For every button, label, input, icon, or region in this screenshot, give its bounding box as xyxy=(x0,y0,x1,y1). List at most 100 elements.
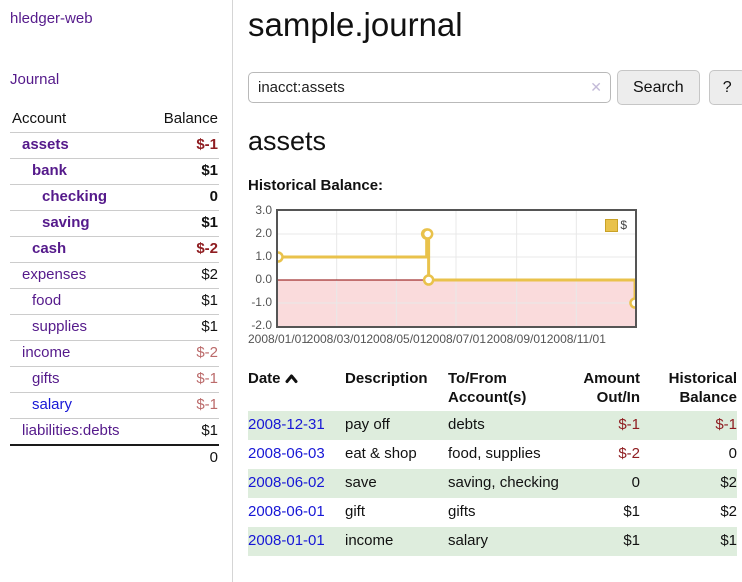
chart-x-axis: 2008/01/01 2008/03/01 2008/05/01 2008/07/01… xyxy=(248,332,637,347)
account-row: cash $-2 xyxy=(10,236,219,263)
chart-canvas xyxy=(278,211,635,326)
transaction-amount: $-1 xyxy=(564,411,640,440)
sidebar: hledger-web Journal Account Balance asse… xyxy=(0,0,233,582)
legend-label: $ xyxy=(620,218,627,232)
account-heading: assets xyxy=(248,126,327,156)
account-row: bank $1 xyxy=(10,158,219,185)
account-link[interactable]: supplies xyxy=(32,318,88,335)
transaction-balance: $2 xyxy=(640,469,737,498)
transaction-description: pay off xyxy=(345,411,448,440)
y-tick-label: 0.0 xyxy=(255,272,272,286)
y-tick-label: 2.0 xyxy=(255,226,272,240)
transaction-accounts: saving, checking xyxy=(448,469,564,498)
register-header-amount: Amount Out/In xyxy=(583,370,640,406)
accounts-header-balance: Balance xyxy=(163,110,218,127)
transaction-balance: $-1 xyxy=(640,411,737,440)
account-balance: $2 xyxy=(147,262,219,289)
x-tick-label: 2008/07/01 xyxy=(425,332,487,346)
x-tick-label: 2008/11/01 xyxy=(546,332,606,346)
x-tick-label: 2008/09/01 xyxy=(486,332,547,346)
y-tick-label: -1.0 xyxy=(251,295,272,309)
search-button[interactable]: Search xyxy=(617,70,700,105)
register-header-date[interactable]: Date xyxy=(248,367,345,411)
transaction-balance: $1 xyxy=(640,527,737,556)
account-balance: $1 xyxy=(147,288,219,315)
transaction-description: income xyxy=(345,527,448,556)
account-row: supplies $1 xyxy=(10,314,219,341)
account-balance: $-1 xyxy=(147,132,219,159)
account-row: assets $-1 xyxy=(10,132,219,159)
transaction-balance: $2 xyxy=(720,503,737,520)
accounts-header-account: Account xyxy=(12,110,67,127)
transaction-amount: $-2 xyxy=(618,445,640,462)
chart-legend: $ xyxy=(603,217,629,233)
help-button[interactable]: ? xyxy=(708,70,742,105)
y-tick-label: -2.0 xyxy=(251,318,272,332)
x-tick-label: 2008/05/01 xyxy=(366,332,427,346)
account-row: food $1 xyxy=(10,288,219,315)
transaction-accounts: salary xyxy=(448,527,564,556)
chart-title: Historical Balance: xyxy=(248,177,384,194)
transaction-date-link[interactable]: 2008-06-03 xyxy=(248,445,325,462)
account-link[interactable]: salary xyxy=(32,396,73,413)
account-link[interactable]: cash xyxy=(32,240,67,257)
account-balance: $-2 xyxy=(147,340,219,367)
accounts-total-value: 0 xyxy=(147,444,219,471)
transaction-balance: 0 xyxy=(728,445,737,462)
accounts-total-spacer xyxy=(10,444,148,471)
transaction-date-link[interactable]: 2008-06-02 xyxy=(248,474,325,491)
search-input[interactable] xyxy=(248,72,611,103)
transaction-description: save xyxy=(345,469,448,498)
account-link[interactable]: assets xyxy=(22,136,69,153)
transaction-accounts: food, supplies xyxy=(448,445,541,462)
main-content: sample.journal ✕ Search ? assets Histori… xyxy=(248,0,742,556)
account-balance: 0 xyxy=(147,184,219,211)
transaction-description: gift xyxy=(345,503,366,520)
account-row: checking 0 xyxy=(10,184,219,211)
chart-plot-area: $ xyxy=(276,209,637,328)
account-row: saving $1 xyxy=(10,210,219,237)
account-link[interactable]: saving xyxy=(42,214,90,231)
transaction-accounts: gifts xyxy=(448,503,476,520)
x-tick-label: 2008/03/01 xyxy=(306,332,367,346)
account-link[interactable]: liabilities:debts xyxy=(22,422,120,439)
nav-journal-link[interactable]: Journal xyxy=(10,71,60,88)
account-balance: $1 xyxy=(147,418,219,445)
transaction-amount: 0 xyxy=(564,469,640,498)
account-link[interactable]: checking xyxy=(42,188,108,205)
register-header-accounts: To/From Account(s) xyxy=(448,370,527,406)
register-row: 2008-01-01 income salary $1 $1 xyxy=(248,527,737,556)
clear-search-icon[interactable]: ✕ xyxy=(590,79,602,95)
search-form: ✕ Search ? xyxy=(248,70,742,105)
transaction-date-link[interactable]: 2008-06-01 xyxy=(248,503,325,520)
sort-ascending-icon xyxy=(285,370,298,389)
historical-balance-chart: 3.0 2.0 1.0 0.0 -1.0 -2.0 $ 2008/01/01 2008/03… xyxy=(248,203,740,347)
transaction-accounts: debts xyxy=(448,411,564,440)
app-brand-link[interactable]: hledger-web xyxy=(10,10,93,27)
accounts-total-row: 0 xyxy=(10,444,219,471)
transaction-date-link[interactable]: 2008-12-31 xyxy=(248,416,325,433)
y-tick-label: 3.0 xyxy=(255,203,272,217)
register-row: 2008-06-01 gift gifts $1 $2 xyxy=(248,498,737,527)
account-link[interactable]: food xyxy=(32,292,62,309)
y-tick-label: 1.0 xyxy=(255,249,272,263)
register-header-row: Date Description To/From Account(s) Amou… xyxy=(248,367,737,411)
accounts-table: Account Balance assets $-1 bank $1 check… xyxy=(10,107,219,471)
register-header-description: Description xyxy=(345,370,428,387)
register-row: 2008-06-03 eat & shop food, supplies $-2… xyxy=(248,440,737,469)
register-row: 2008-12-31 pay off debts $-1 $-1 xyxy=(248,411,737,440)
register-header-balance: Historical Balance xyxy=(668,370,737,406)
account-row: gifts $-1 xyxy=(10,366,219,393)
account-link[interactable]: expenses xyxy=(22,266,87,283)
account-link[interactable]: gifts xyxy=(32,370,60,387)
account-balance: $1 xyxy=(147,314,219,341)
transaction-description: eat & shop xyxy=(345,445,417,462)
account-link[interactable]: income xyxy=(22,344,71,361)
account-row: income $-2 xyxy=(10,340,219,367)
account-link[interactable]: bank xyxy=(32,162,68,179)
account-row: salary $-1 xyxy=(10,392,219,419)
transaction-date-link[interactable]: 2008-01-01 xyxy=(248,532,325,549)
transaction-amount: $1 xyxy=(564,527,640,556)
register-table: Date Description To/From Account(s) Amou… xyxy=(248,367,737,556)
account-balance: $-1 xyxy=(147,392,219,419)
